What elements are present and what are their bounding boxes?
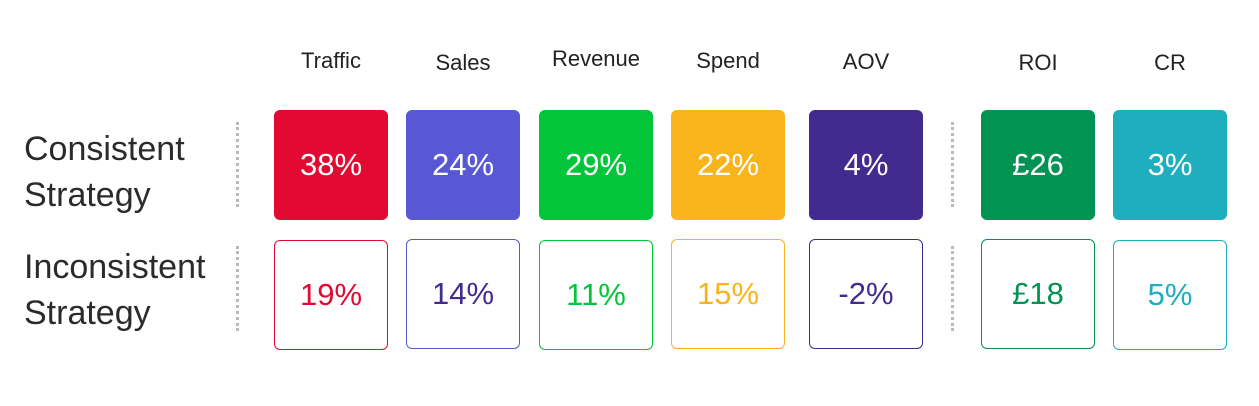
inconsistent-spend-tile: 15% (671, 239, 785, 349)
dotted-divider (236, 122, 239, 207)
column-header-cr: CR (1154, 50, 1186, 75)
inconsistent-sales-tile: 14% (406, 239, 520, 349)
consistent-spend-tile: 22% (671, 110, 785, 220)
column-header-sales: Sales (435, 50, 491, 75)
row-label-line2: Strategy (24, 176, 151, 214)
row-label-line2: Strategy (24, 294, 151, 332)
inconsistent-roi-tile: £18 (981, 239, 1095, 349)
consistent-roi-tile: £26 (981, 110, 1095, 220)
column-header-revenue: Revenue (551, 46, 641, 71)
inconsistent-cr-tile: 5% (1113, 240, 1227, 350)
dotted-divider (236, 246, 239, 331)
inconsistent-revenue-tile: 11% (539, 240, 653, 350)
inconsistent-aov-tile: -2% (809, 239, 923, 349)
row-label-consistent: Consistent Strategy (24, 126, 185, 218)
column-header-traffic: Traffic (301, 48, 361, 73)
row-label-line1: Consistent (24, 130, 185, 168)
dotted-divider (951, 246, 954, 331)
column-header-roi: ROI (1018, 50, 1058, 75)
consistent-aov-tile: 4% (809, 110, 923, 220)
inconsistent-traffic-tile: 19% (274, 240, 388, 350)
consistent-sales-tile: 24% (406, 110, 520, 220)
column-header-spend: Spend (696, 48, 760, 73)
row-label-line1: Inconsistent (24, 248, 206, 286)
column-header-aov: AOV (842, 49, 890, 74)
consistent-revenue-tile: 29% (539, 110, 653, 220)
consistent-cr-tile: 3% (1113, 110, 1227, 220)
dotted-divider (951, 122, 954, 207)
consistent-traffic-tile: 38% (274, 110, 388, 220)
row-label-inconsistent: Inconsistent Strategy (24, 244, 205, 336)
